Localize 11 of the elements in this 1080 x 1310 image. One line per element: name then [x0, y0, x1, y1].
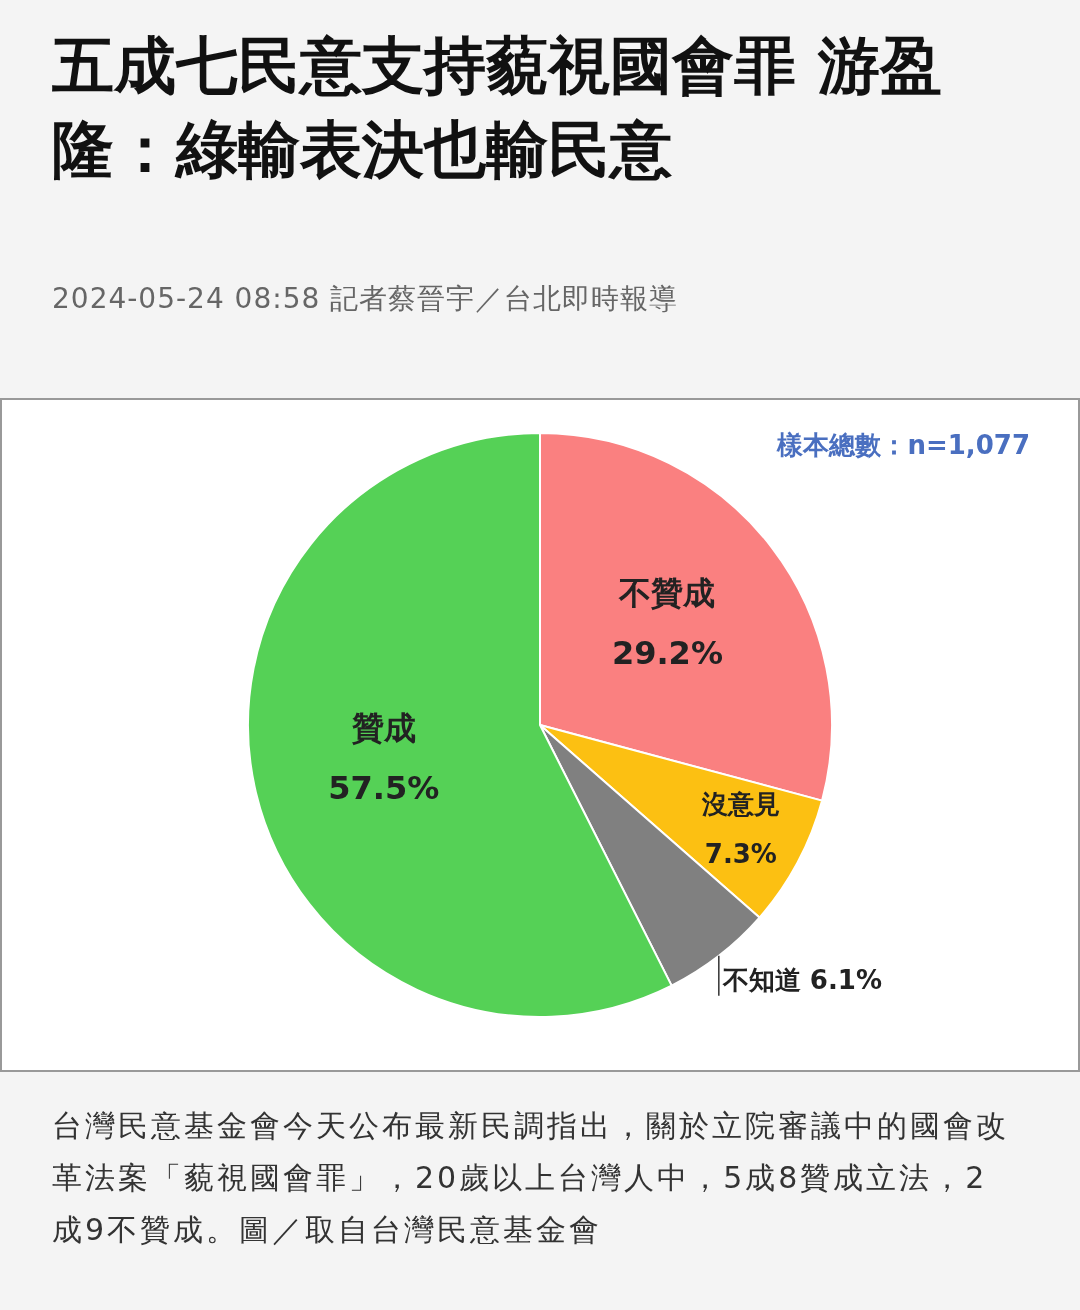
slice-label: 沒意見 — [700, 789, 780, 820]
text: 台灣民意基金會今天公布最新民調指出，關於立院審議中的國會改革法案「藐視國會罪」，20歲以上台灣人中，5成8贊成立法，2成9不贊成。圖／取自台灣民意基金會 — [52, 1107, 1010, 1249]
slice-label: 不贊成 — [618, 573, 716, 612]
data-label: 29.2% — [611, 634, 723, 673]
chart-subtitle: 2024-05-24 08:58 記者蔡晉宇／台北即時報導 — [52, 281, 679, 317]
data-label: 57.5% — [328, 769, 440, 808]
text: 樣本總數：n=1,077 — [777, 429, 1030, 462]
slice-label: 不知道 6.1% — [721, 964, 882, 995]
data-label: 7.3% — [704, 838, 777, 869]
chart-title: 五成七民意支持藐視國會罪 游盈隆：綠輸表決也輸民意 — [52, 28, 943, 188]
slice-label: 贊成 — [350, 708, 416, 747]
